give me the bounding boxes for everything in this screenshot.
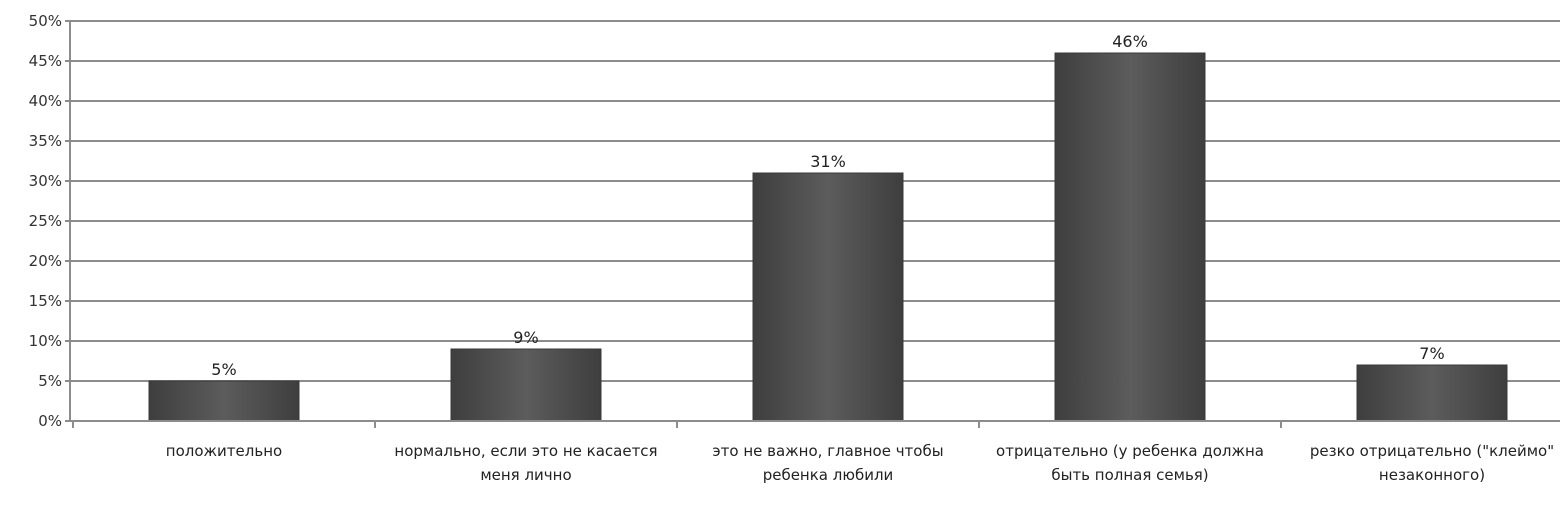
y-tick-label: 40% xyxy=(29,92,62,110)
y-tick-label: 25% xyxy=(29,212,62,230)
x-tick-label: положительно xyxy=(165,442,283,460)
y-tick-label: 20% xyxy=(29,252,62,270)
bars xyxy=(148,52,1508,422)
data-label: 46% xyxy=(1112,32,1148,51)
y-tick-label: 45% xyxy=(29,52,62,70)
y-tick-label: 35% xyxy=(29,132,62,150)
data-label: 5% xyxy=(211,360,236,379)
y-tick-label: 50% xyxy=(29,12,62,30)
data-label: 9% xyxy=(513,328,538,347)
axes xyxy=(69,21,1560,428)
x-tick-label: это не важно, главное чтобы ребенка люби… xyxy=(712,442,944,484)
data-label: 7% xyxy=(1419,344,1444,363)
data-labels: 5% 9% 31% 46% 7% xyxy=(211,32,1444,379)
y-tick-label: 15% xyxy=(29,292,62,310)
bar xyxy=(450,348,602,422)
y-tick-label: 0% xyxy=(38,412,62,430)
x-tick-label: нормально, если это не касается меня лич… xyxy=(394,442,658,484)
bar xyxy=(752,172,904,422)
y-tick-label: 30% xyxy=(29,172,62,190)
y-axis-ticks: 0% 5% 10% 15% 20% 25% 30% 35% 40% 45% 50% xyxy=(29,12,70,430)
data-label: 31% xyxy=(810,152,846,171)
y-tick-label: 10% xyxy=(29,332,62,350)
y-tick-label: 5% xyxy=(38,372,62,390)
bar xyxy=(148,380,300,422)
bar xyxy=(1054,52,1206,422)
x-tick-label: отрицательно (у ребенка должна быть полн… xyxy=(996,442,1264,484)
x-tick-label: резко отрицательно ("клеймо" незаконного… xyxy=(1309,442,1555,484)
bar xyxy=(1356,364,1508,422)
